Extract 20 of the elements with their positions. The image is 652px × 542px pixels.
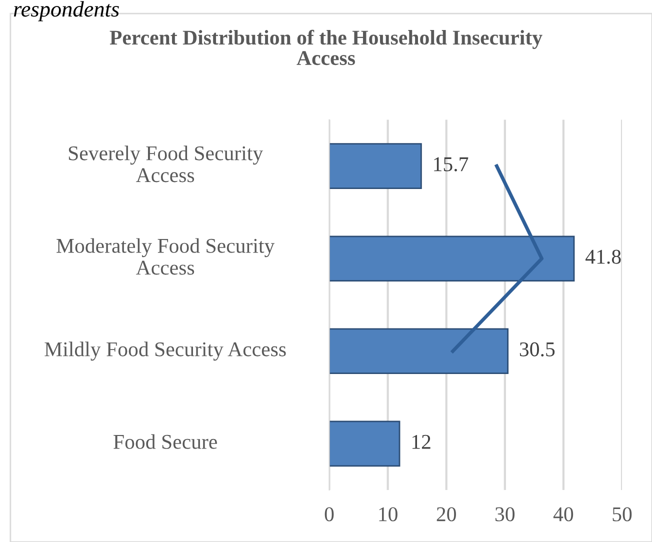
data-label: 30.5 xyxy=(520,342,555,356)
chart-title: Percent Distribution of the Household Insecurity Access xyxy=(110,30,542,66)
x-tick-label: 10 xyxy=(379,507,398,522)
x-tick-label: 50 xyxy=(612,507,632,522)
y-tick-label: Food Secure xyxy=(114,434,217,449)
x-tick-label: 30 xyxy=(495,507,515,522)
data-label: 12 xyxy=(412,434,430,449)
bar xyxy=(329,143,422,189)
y-tick-label: Severely Food Security Access xyxy=(68,146,264,182)
x-tick-label: 0 xyxy=(324,507,334,522)
bar xyxy=(329,420,400,467)
x-tick-label: 40 xyxy=(553,507,574,522)
text: respondents xyxy=(14,1,119,22)
y-tick-label: Mildly Food Security Access xyxy=(44,342,286,361)
data-label: 15.7 xyxy=(434,157,468,172)
data-label: 41.8 xyxy=(586,250,621,264)
x-tick-label: 20 xyxy=(436,507,456,522)
bar xyxy=(329,328,509,374)
bar xyxy=(329,236,575,282)
y-tick-label: Moderately Food Security Access xyxy=(56,238,275,275)
